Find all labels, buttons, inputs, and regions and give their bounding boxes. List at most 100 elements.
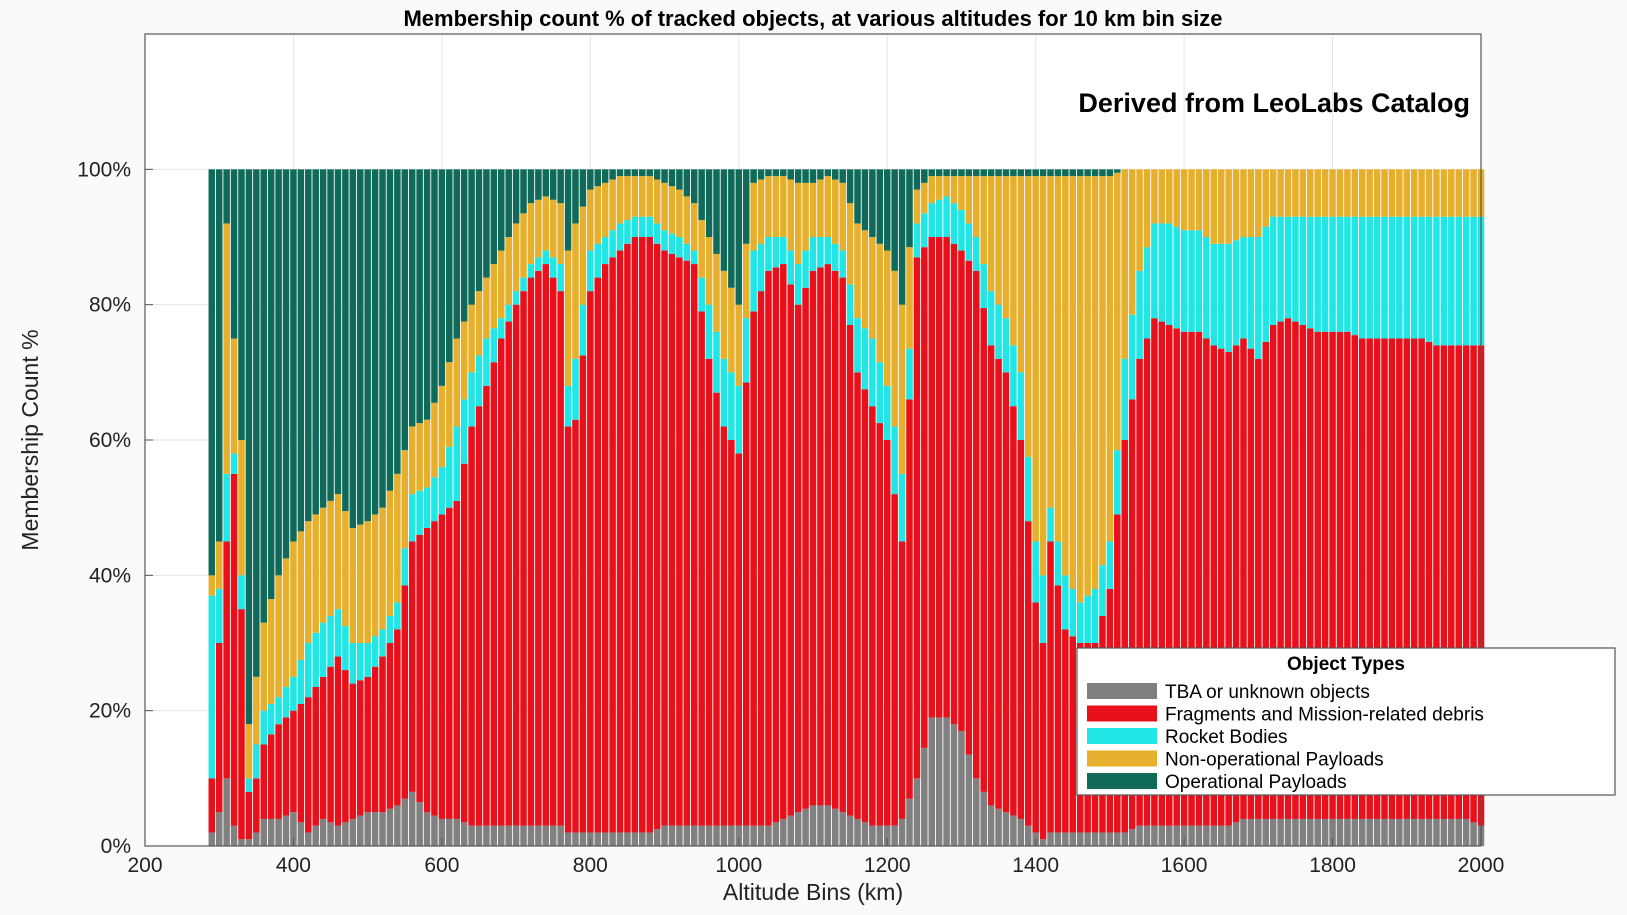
bar-segment	[297, 659, 305, 704]
bar-segment	[334, 656, 342, 826]
bar-segment	[453, 500, 460, 819]
bar-segment	[653, 829, 661, 846]
bar-segment	[564, 832, 572, 846]
bar-segment	[446, 818, 453, 846]
bar-segment	[1084, 832, 1091, 846]
bar-segment	[549, 169, 557, 200]
bar-segment	[1136, 825, 1143, 846]
bar-segment	[906, 399, 913, 799]
bar-segment	[1336, 331, 1344, 819]
bar-segment	[639, 832, 646, 846]
bar-segment	[839, 277, 846, 813]
bar-segment	[1329, 331, 1336, 819]
bar-segment	[1373, 818, 1381, 846]
bar-segment	[475, 355, 483, 407]
bar-segment	[928, 169, 936, 177]
bar-segment	[1344, 216, 1351, 332]
bar-segment	[913, 169, 921, 190]
bar-segment	[668, 253, 676, 826]
bar-segment	[1136, 169, 1143, 271]
bar-segment	[572, 832, 579, 846]
bar-segment	[349, 169, 357, 528]
bar-segment	[490, 362, 498, 826]
bar-segment	[260, 818, 268, 846]
bar-segment	[386, 615, 394, 643]
x-tick-label: 2000	[1458, 854, 1505, 877]
bar-segment	[275, 818, 282, 846]
bar-segment	[780, 264, 787, 819]
bar-segment	[416, 534, 423, 803]
bar-segment	[913, 778, 921, 846]
bar-segment	[876, 825, 884, 846]
bar-segment	[1114, 172, 1121, 451]
bar-segment	[624, 220, 631, 244]
bar-segment	[705, 237, 713, 305]
bar-segment	[215, 588, 223, 643]
bar-segment	[1314, 169, 1321, 217]
bar-segment	[802, 250, 809, 288]
bar-segment	[787, 815, 794, 846]
bar-segment	[483, 338, 490, 386]
bar-segment	[1151, 223, 1158, 319]
bar-segment	[765, 169, 772, 177]
bar-segment	[995, 358, 1002, 809]
bar-segment	[1062, 832, 1069, 846]
bar-segment	[1255, 237, 1262, 359]
bar-segment	[646, 216, 653, 237]
bar-segment	[1203, 169, 1210, 237]
bar-segment	[416, 490, 423, 535]
bar-segment	[1284, 169, 1292, 217]
bar-segment	[431, 815, 438, 846]
bar-segment	[943, 196, 950, 237]
bar-segment	[475, 169, 483, 292]
bar-segment	[438, 467, 446, 515]
bar-segment	[505, 321, 512, 826]
bar-segment	[1240, 818, 1247, 846]
bar-segment	[876, 423, 884, 826]
bar-segment	[987, 345, 995, 806]
bar-segment	[498, 250, 505, 319]
bar-segment	[319, 818, 327, 846]
bar-segment	[1448, 818, 1455, 846]
bar-segment	[579, 832, 587, 846]
chart-title: Membership count % of tracked objects, a…	[403, 6, 1222, 31]
bar-segment	[312, 514, 319, 633]
bar-segment	[1010, 176, 1017, 346]
bar-segment	[809, 805, 817, 846]
bar-segment	[1262, 226, 1270, 342]
bar-segment	[587, 169, 594, 190]
bar-segment	[705, 169, 713, 237]
bar-segment	[1470, 216, 1477, 346]
bar-segment	[965, 260, 973, 755]
bar-segment	[609, 179, 616, 231]
bar-segment	[1158, 825, 1166, 846]
bar-segment	[705, 358, 713, 826]
bar-segment	[809, 237, 817, 271]
bar-segment	[394, 169, 401, 474]
bar-segment	[846, 815, 854, 846]
bar-segment	[1388, 169, 1396, 217]
bar-segment	[356, 815, 364, 846]
bar-segment	[1433, 216, 1440, 346]
bar-segment	[208, 169, 216, 576]
bar-segment	[646, 176, 653, 217]
bar-segment	[824, 264, 832, 806]
bar-segment	[653, 223, 661, 244]
bar-segment	[616, 223, 624, 251]
bar-segment	[928, 237, 936, 718]
bar-segment	[342, 626, 349, 671]
bar-segment	[1217, 169, 1225, 244]
bar-segment	[587, 189, 594, 251]
bar-segment	[1455, 345, 1462, 819]
bar-segment	[639, 216, 646, 237]
bar-segment	[713, 331, 720, 393]
bar-segment	[624, 243, 631, 833]
bar-segment	[1128, 314, 1136, 400]
bar-segment	[1114, 450, 1121, 515]
bar-segment	[1084, 176, 1091, 596]
bar-segment	[572, 358, 579, 420]
bar-segment	[958, 169, 965, 177]
bar-segment	[935, 717, 943, 846]
bar-segment	[609, 832, 616, 846]
bar-segment	[1091, 176, 1099, 589]
